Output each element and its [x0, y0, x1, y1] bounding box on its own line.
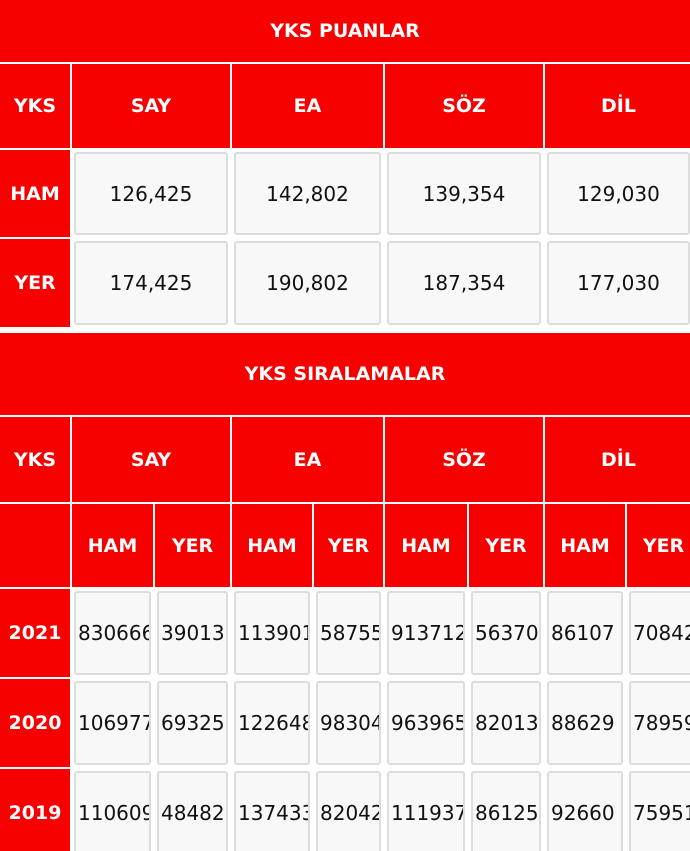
cell: 92660: [547, 771, 623, 851]
section-title: YKS PUANLAR: [0, 0, 690, 62]
cell: 190,802: [234, 241, 381, 325]
cell: 139,354: [387, 152, 541, 235]
sub-header: HAM: [385, 504, 467, 587]
cell: 129,030: [547, 152, 690, 235]
sub-header: HAM: [72, 504, 153, 587]
cell: 110609: [74, 771, 151, 851]
cell: 113901: [234, 591, 310, 675]
cell: 122648: [234, 681, 310, 765]
cell: 820134: [471, 681, 541, 765]
column-header: YKS: [0, 64, 70, 148]
cell: 587556: [316, 591, 381, 675]
cell: 86107: [547, 591, 623, 675]
sub-header: YER: [627, 504, 690, 587]
row-header: YER: [0, 239, 70, 327]
cell: 390132: [157, 591, 228, 675]
cell: 983044: [316, 681, 381, 765]
cell: 88629: [547, 681, 623, 765]
cell: 963965: [387, 681, 465, 765]
sub-header: HAM: [232, 504, 312, 587]
cell: 177,030: [547, 241, 690, 325]
column-header: SÖZ: [385, 417, 543, 502]
cell: 78959: [629, 681, 690, 765]
column-header: SAY: [72, 64, 230, 148]
column-header: YKS: [0, 417, 70, 502]
column-header: DİL: [545, 64, 690, 148]
cell: 693256: [157, 681, 228, 765]
cell: 111937: [387, 771, 465, 851]
cell: 913712: [387, 591, 465, 675]
cell: 861250: [471, 771, 541, 851]
column-header: DİL: [545, 417, 690, 502]
sub-header: YER: [469, 504, 543, 587]
row-header: 2019: [0, 769, 70, 851]
cell: 820425: [316, 771, 381, 851]
row-header: 2020: [0, 679, 70, 767]
row-header: 2021: [0, 589, 70, 677]
corner: [0, 504, 70, 587]
cell: 830666: [74, 591, 151, 675]
section-title: YKS SIRALAMALAR: [0, 333, 690, 415]
column-header: EA: [232, 417, 383, 502]
cell: 174,425: [74, 241, 228, 325]
cell: 137433: [234, 771, 310, 851]
cell: 563704: [471, 591, 541, 675]
column-header: SAY: [72, 417, 230, 502]
cell: 75951: [629, 771, 690, 851]
column-header: EA: [232, 64, 383, 148]
sub-header: YER: [155, 504, 230, 587]
sub-header: HAM: [545, 504, 625, 587]
sub-header: YER: [314, 504, 383, 587]
column-header: SÖZ: [385, 64, 543, 148]
cell: 484820: [157, 771, 228, 851]
cell: 187,354: [387, 241, 541, 325]
cell: 106977: [74, 681, 151, 765]
cell: 142,802: [234, 152, 381, 235]
row-header: HAM: [0, 150, 70, 237]
cell: 126,425: [74, 152, 228, 235]
